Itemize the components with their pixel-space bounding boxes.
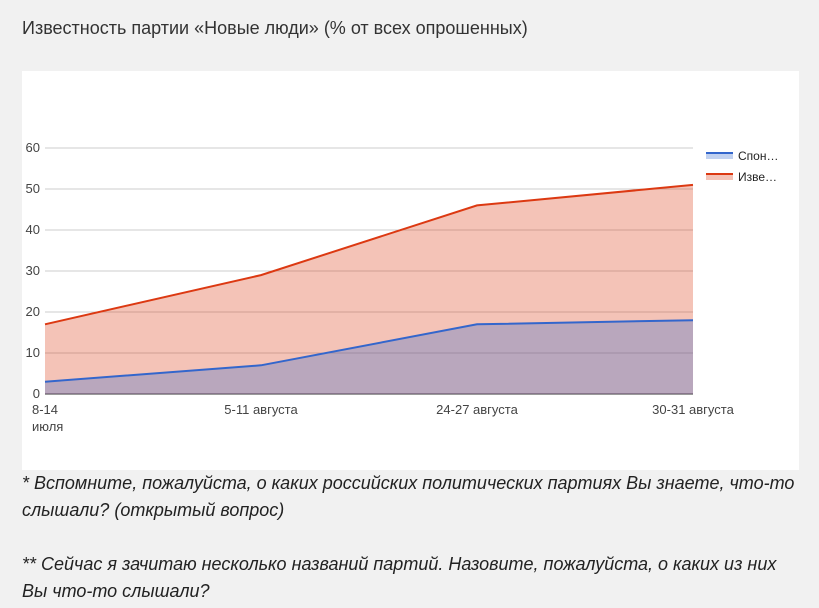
y-tick-label: 30 xyxy=(26,263,40,278)
x-tick-label: 24-27 августа xyxy=(436,402,518,417)
area-chart: 0 10 20 30 40 50 60 8-14 июля 5-11 августа 24-27 а… xyxy=(26,140,779,434)
series-line-1 xyxy=(44,319,694,383)
y-tick-label: 0 xyxy=(33,386,40,401)
legend-label: Спон… xyxy=(738,149,778,163)
area-2 xyxy=(45,184,693,394)
y-tick-label: 10 xyxy=(26,345,40,360)
x-tick-label: 5-11 августа xyxy=(224,402,298,417)
series-line-2 xyxy=(44,183,694,326)
legend-swatch xyxy=(706,153,733,159)
footnote-prompted: ** Сейчас я зачитаю несколько названий п… xyxy=(22,554,777,601)
page-title: Известность партии «Новые люди» (% от вс… xyxy=(22,18,528,38)
legend-label: Изве… xyxy=(738,170,777,184)
x-tick-label: 30-31 августа xyxy=(652,402,734,417)
area-1 xyxy=(45,320,693,394)
chart-card: 0 10 20 30 40 50 60 8-14 июля 5-11 августа 24-27 а… xyxy=(22,71,799,470)
x-tick-label: июля xyxy=(32,419,63,434)
y-tick-label: 40 xyxy=(26,222,40,237)
x-tick-label: 8-14 xyxy=(32,402,58,417)
y-tick-label: 50 xyxy=(26,181,40,196)
y-tick-label: 20 xyxy=(26,304,40,319)
footnote-spontaneous: * Вспомните, пожалуйста, о каких российс… xyxy=(22,473,795,520)
y-tick-label: 60 xyxy=(26,140,40,155)
legend-swatch xyxy=(706,174,733,180)
